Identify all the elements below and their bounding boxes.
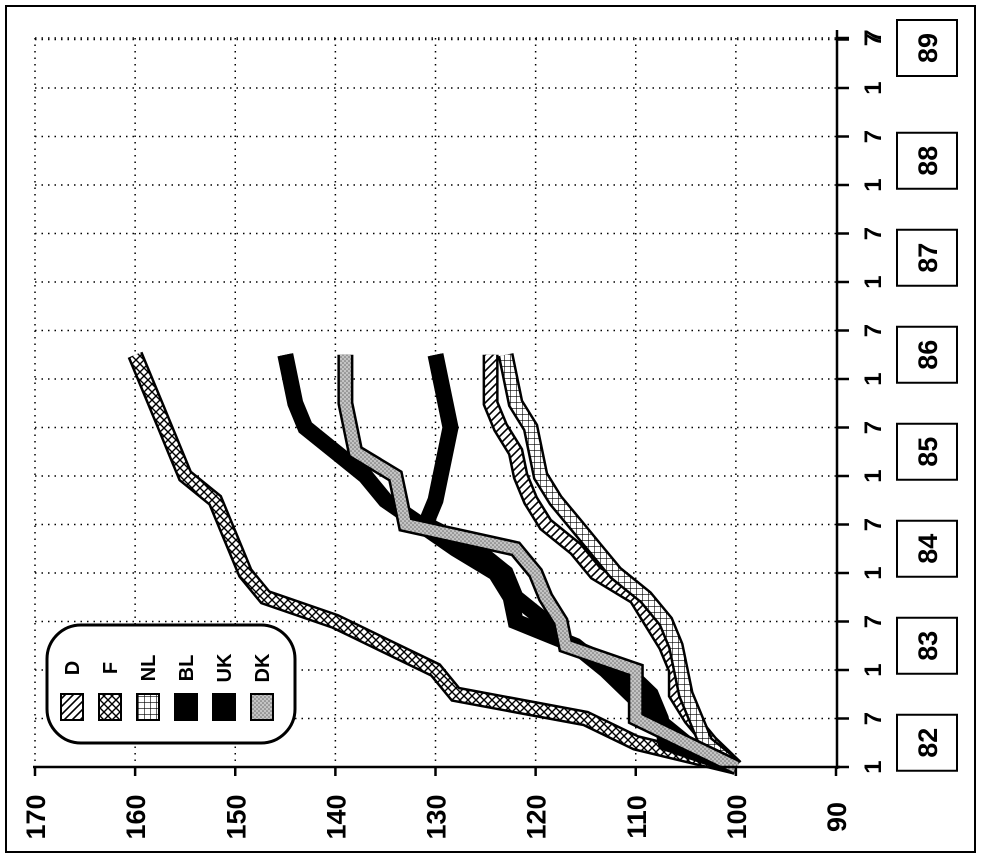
year-label: 82: [913, 728, 943, 758]
value-tick-label: 130: [422, 794, 452, 839]
legend-swatch-dk: [250, 693, 274, 721]
year-label-box: [896, 228, 958, 287]
month-tick-label: 7: [860, 518, 887, 531]
series-d-line: [482, 354, 742, 773]
month-tick-label: 7: [860, 33, 887, 46]
year-label: 89: [913, 33, 943, 63]
legend-swatch-f: [98, 693, 122, 721]
month-tick-label: 7: [860, 615, 887, 628]
legend-label-dk: DK: [252, 653, 274, 682]
legend-label-bl: BL: [176, 655, 198, 682]
legend-label-uk: UK: [214, 653, 236, 682]
month-tick-label: 1: [860, 81, 887, 94]
year-label-box: [896, 131, 958, 190]
month-tick-label: 7: [860, 421, 887, 434]
year-label-box: [896, 713, 958, 772]
month-tick-label: 1: [860, 760, 887, 773]
series-group: [127, 351, 742, 775]
series-dk-line: [337, 354, 740, 775]
month-tick-label: 1: [860, 275, 887, 288]
year-label: 86: [913, 340, 943, 370]
series-line-band: [500, 353, 740, 772]
value-tick-label: 170: [21, 794, 51, 839]
chart-frame: [5, 5, 976, 853]
year-label: 83: [913, 631, 943, 661]
month-tick-label: 7: [860, 227, 887, 240]
value-tick-label: 120: [522, 794, 552, 839]
series-line-band: [130, 352, 738, 773]
value-tick-label: 100: [722, 794, 752, 839]
series-nl-line: [497, 353, 741, 774]
month-tick-label: 1: [860, 372, 887, 385]
month-tick-label: 1: [860, 469, 887, 482]
year-label: 87: [913, 243, 943, 273]
tick-labels: 90 100 110 120 130 140 150 160 170 1 7 1 7 1 7 1 7 1 7 1 7 1 7…: [21, 19, 958, 840]
month-tick-label: 1: [860, 663, 887, 676]
year-label-box: [896, 519, 958, 578]
legend-swatch-bl: [174, 693, 198, 721]
year-label: 84: [913, 534, 943, 564]
legend-label-nl: NL: [138, 655, 160, 682]
legend-swatch-nl: [136, 693, 160, 721]
year-label-box: [896, 422, 958, 481]
legend-swatch-d: [60, 693, 84, 721]
month-tick-label: 1: [860, 178, 887, 191]
legend-box: [45, 623, 297, 745]
value-tick-label: 110: [622, 795, 652, 839]
month-tick-label: 7: [860, 324, 887, 337]
series-line-band: [485, 354, 740, 771]
year-label: 88: [913, 146, 943, 176]
value-tick-label: 150: [221, 794, 251, 839]
year-label-box: [896, 19, 958, 77]
month-tick-label: 1: [860, 566, 887, 579]
year-label: 85: [913, 437, 943, 467]
year-label-box: [896, 616, 958, 675]
month-tick-label: 7: [860, 130, 887, 143]
value-tick-label: 90: [822, 802, 852, 832]
gridlines: [34, 37, 836, 768]
series-f-line: [127, 351, 738, 775]
axes: [5, 5, 976, 853]
series-line-band: [339, 354, 739, 772]
month-tick-label: 7: [860, 29, 887, 42]
value-tick-label: 140: [321, 794, 351, 839]
month-tick-label: 7: [860, 712, 887, 725]
legend-label-d: D: [62, 661, 84, 675]
year-label-box: [896, 325, 958, 384]
legend-label-f: F: [100, 662, 122, 674]
legend-swatch-uk: [212, 693, 236, 721]
legend: D F NL BL UK DK: [45, 623, 297, 745]
value-tick-label: 160: [121, 794, 151, 839]
